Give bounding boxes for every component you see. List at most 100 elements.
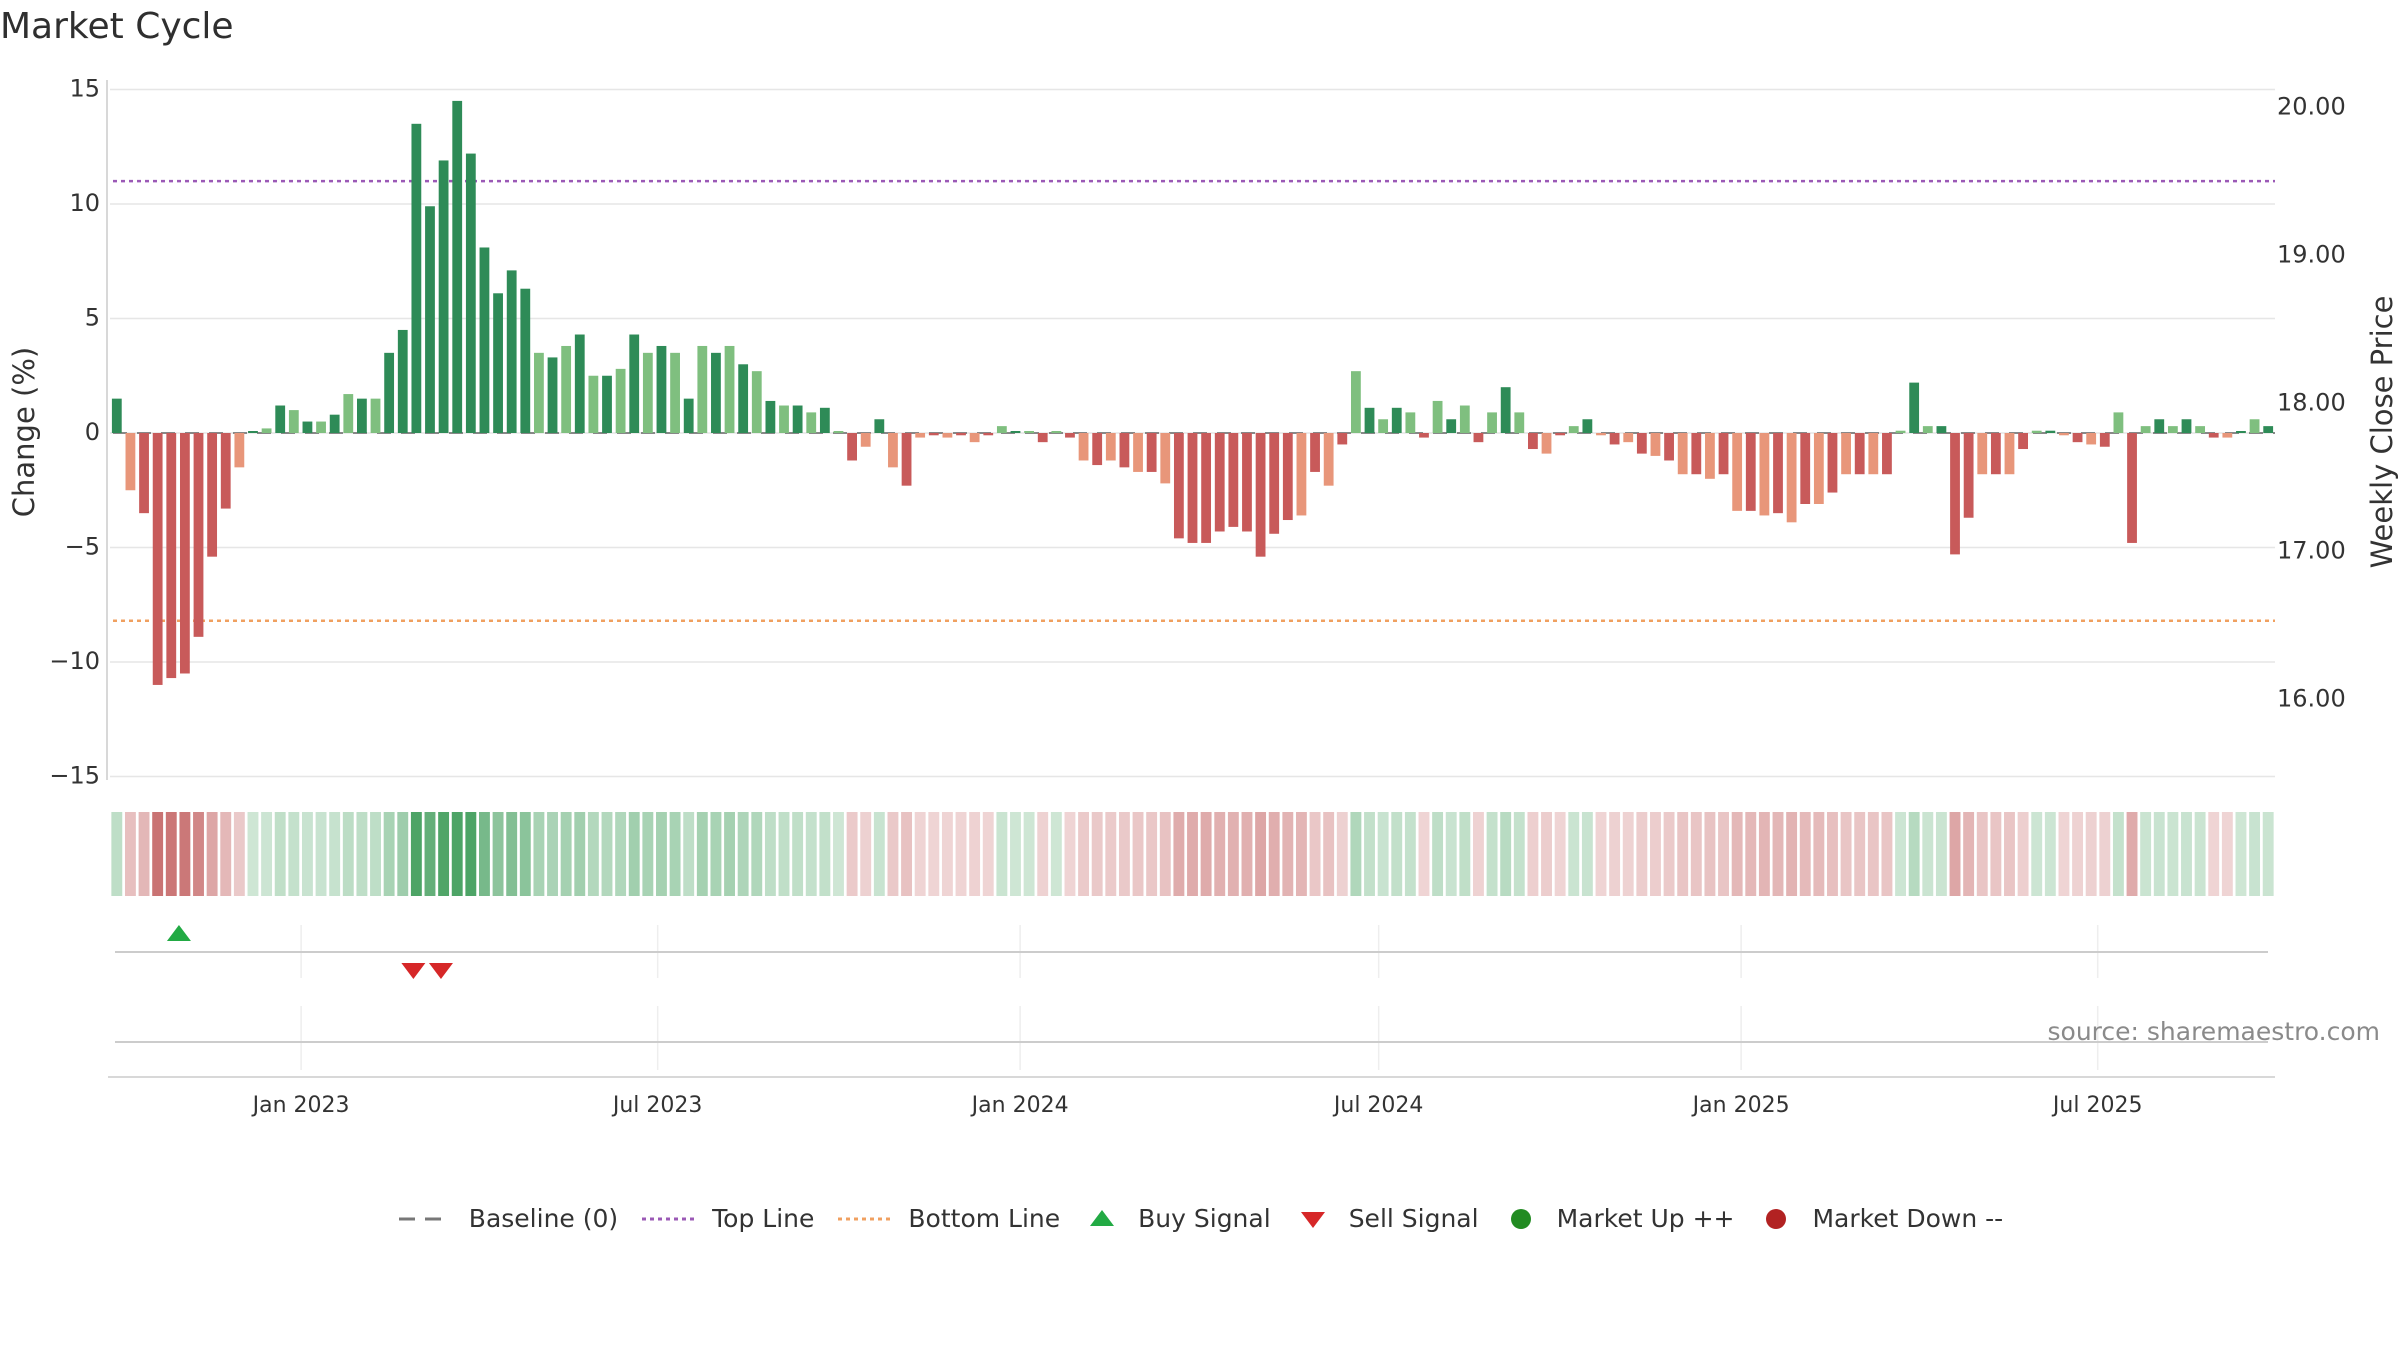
heat-cell — [533, 812, 545, 896]
bar — [2086, 433, 2097, 445]
bar — [697, 345, 708, 433]
bar — [1459, 405, 1470, 433]
bar — [1242, 433, 1252, 532]
bar — [2099, 433, 2110, 447]
heat-cell — [1786, 812, 1798, 896]
bar — [1732, 433, 1743, 511]
heat-cell — [805, 812, 817, 896]
heat-cell — [751, 812, 763, 896]
heat-cell — [465, 812, 477, 896]
bar — [1051, 431, 1062, 433]
heat-cell — [220, 812, 232, 896]
heat-cell — [1010, 812, 1021, 896]
heat-cell — [2112, 812, 2124, 896]
heat-cell — [1908, 812, 1920, 896]
y-tick-label: 0 — [85, 418, 100, 446]
bar — [2018, 433, 2028, 450]
legend-item-buy-signal: Buy Signal — [1082, 1204, 1271, 1233]
bar — [1745, 433, 1756, 511]
heat-strip — [111, 812, 2274, 896]
bar — [1786, 433, 1797, 523]
heat-cell — [969, 812, 981, 896]
bar — [2072, 433, 2083, 443]
bar — [1759, 433, 1770, 516]
heat-cell — [288, 812, 300, 896]
bar — [2113, 412, 2124, 433]
heat-cell — [261, 812, 273, 896]
bar — [1841, 433, 1851, 475]
heat-cell — [2099, 812, 2111, 896]
heat-cell — [274, 812, 286, 896]
bar — [547, 357, 558, 433]
heat-cell — [1554, 812, 1566, 896]
heat-cell — [1323, 812, 1335, 896]
heat-cell — [206, 812, 218, 896]
bar — [479, 247, 490, 433]
bar — [738, 364, 749, 433]
bar — [288, 410, 299, 433]
sell-signal-marker — [401, 963, 426, 979]
bar — [2004, 433, 2015, 475]
heat-cell — [152, 812, 164, 896]
sell-signal-marker — [428, 963, 453, 979]
bar — [1201, 433, 1212, 543]
heat-cell — [2058, 812, 2070, 896]
heat-cell — [315, 812, 327, 896]
heat-cell — [1581, 812, 1593, 896]
bar — [1419, 433, 1429, 438]
heat-cell — [737, 812, 749, 896]
heat-cell — [1159, 812, 1171, 896]
heat-cell — [1541, 812, 1552, 896]
bar — [860, 433, 871, 447]
heat-cell — [1949, 812, 1961, 896]
heat-cell — [642, 812, 654, 896]
bar — [1010, 431, 1021, 433]
bar — [343, 394, 354, 433]
bar — [1500, 387, 1511, 433]
y-tick-label: 10 — [69, 189, 100, 217]
bar — [901, 433, 912, 486]
bar — [2045, 430, 2056, 433]
heat-cell — [669, 812, 681, 896]
heat-cell — [1867, 812, 1879, 896]
bar — [506, 270, 517, 433]
y-tick-label: 5 — [85, 303, 100, 331]
bar — [152, 433, 163, 685]
bar — [683, 398, 694, 433]
bar — [1609, 433, 1620, 445]
bar — [425, 206, 435, 433]
bar — [656, 345, 667, 433]
heat-cell — [2221, 812, 2233, 896]
bar — [1528, 433, 1538, 450]
bar — [1037, 433, 1048, 443]
bar — [588, 375, 599, 433]
bar — [1364, 407, 1375, 433]
bar — [942, 433, 953, 438]
heat-cell — [696, 812, 708, 896]
heat-cell — [1377, 812, 1389, 896]
heat-cell — [1445, 812, 1457, 896]
bar — [1623, 433, 1634, 443]
y2-tick-label: 19.00 — [2277, 241, 2346, 269]
bar — [1378, 419, 1389, 433]
x-tick-label: Jan 2023 — [251, 1093, 350, 1118]
heat-cell — [1064, 812, 1076, 896]
heat-cell — [914, 812, 926, 896]
bar — [1882, 433, 1892, 475]
bar — [1078, 433, 1089, 461]
bar — [465, 153, 476, 434]
bar — [1160, 433, 1171, 484]
heat-cell — [1976, 812, 1988, 896]
bar — [357, 398, 367, 433]
bar — [1677, 433, 1688, 475]
bar — [1337, 433, 1348, 445]
bar — [1269, 433, 1280, 534]
bar-series — [111, 100, 2274, 685]
bar — [1323, 433, 1334, 486]
bar — [1718, 433, 1729, 475]
heat-cell — [506, 812, 518, 896]
heat-cell — [124, 812, 136, 896]
heat-cell — [1731, 812, 1743, 896]
heat-cell — [1827, 812, 1838, 896]
heat-cell — [138, 812, 150, 896]
